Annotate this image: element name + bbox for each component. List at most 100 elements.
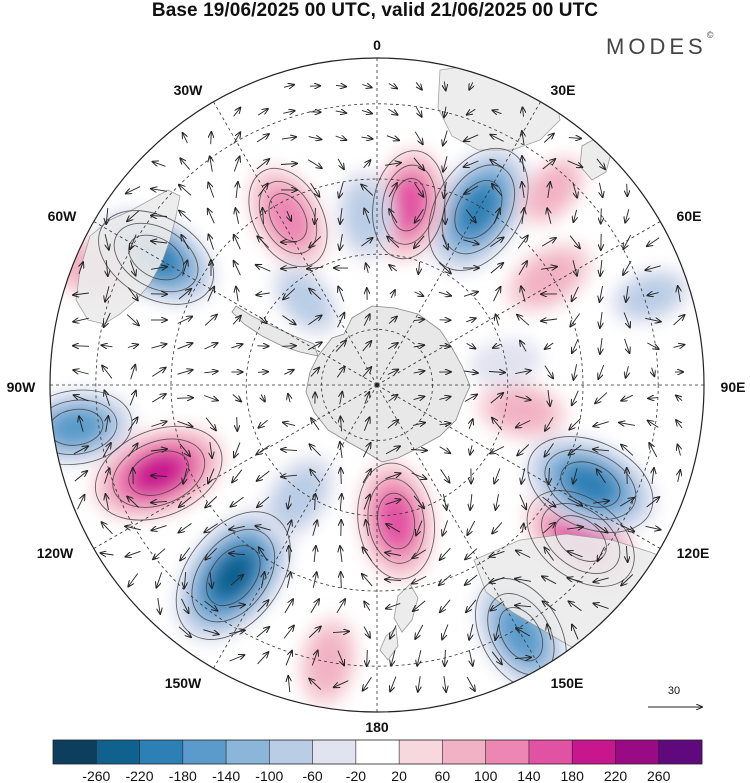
wind-arrow	[414, 183, 424, 196]
meridian-line	[93, 384, 378, 549]
wind-arrow	[523, 107, 524, 117]
wind-arrow	[363, 314, 370, 326]
colorbar-swatch	[572, 740, 616, 764]
colorbar-tick-label: 180	[561, 768, 585, 783]
wind-arrow	[413, 495, 424, 508]
africa-landmass	[437, 63, 561, 151]
wind-arrow	[645, 265, 661, 270]
wind-arrow	[572, 286, 579, 301]
wind-arrow	[229, 526, 245, 529]
wind-arrow	[286, 520, 292, 536]
wind-arrow	[284, 370, 293, 375]
wind-arrow	[439, 574, 452, 585]
wind-arrow	[440, 547, 451, 560]
wind-arrow	[385, 163, 401, 166]
wind-arrow	[568, 551, 583, 558]
wind-arrow	[105, 286, 110, 301]
wind-arrow	[411, 450, 427, 451]
wind-arrow	[521, 286, 526, 302]
wind-arrow	[619, 498, 634, 507]
wind-arrow	[491, 601, 504, 610]
wind-arrow	[444, 81, 445, 91]
wind-arrow	[673, 345, 685, 348]
wind-arrow	[151, 501, 168, 502]
meridian-line	[213, 384, 378, 669]
wind-arrow	[520, 341, 527, 352]
wind-arrow	[619, 423, 635, 426]
wind-arrow	[465, 574, 478, 585]
label-lon-180: 180	[365, 719, 389, 735]
anomaly-level	[213, 553, 253, 598]
wind-arrow	[491, 651, 502, 665]
meridian-line	[376, 384, 661, 549]
streamline-contour	[541, 503, 621, 574]
wind-arrow	[646, 497, 660, 508]
colorbar-tick-label: -180	[169, 768, 197, 783]
latitude-circle	[245, 253, 509, 517]
wind-arrow	[444, 182, 447, 198]
wind-arrow	[338, 287, 345, 302]
wind-arrow	[310, 599, 319, 614]
wind-arrow	[233, 108, 241, 117]
wind-arrow	[364, 602, 371, 611]
wind-arrow	[626, 286, 628, 302]
wind-arrow	[599, 182, 602, 197]
wind-arrow	[102, 522, 113, 535]
wind-arrow	[414, 131, 423, 145]
wind-arrow	[445, 649, 446, 666]
wind-arrow	[544, 365, 553, 379]
wind-arrow	[541, 238, 556, 247]
wind-arrow	[179, 211, 192, 222]
wind-arrow	[545, 342, 554, 349]
wind-arrow	[496, 494, 499, 510]
wind-arrow	[542, 523, 555, 534]
wind-arrow	[307, 342, 322, 351]
wind-arrow	[128, 444, 137, 457]
wind-arrow	[126, 186, 141, 194]
pole-marker	[375, 383, 379, 387]
colorbar-frame	[52, 739, 703, 765]
wind-arrow	[211, 132, 212, 145]
wind-arrow	[79, 416, 84, 432]
wind-arrow	[310, 470, 321, 483]
label-lon-90e: 90E	[721, 379, 746, 395]
wind-arrow	[440, 599, 451, 612]
wind-arrow	[647, 293, 659, 296]
label-lon-150e: 150E	[551, 675, 584, 691]
wind-arrow	[229, 553, 246, 554]
wind-arrow	[385, 446, 400, 455]
wind-arrow	[367, 649, 368, 666]
wind-arrow	[389, 209, 398, 224]
wind-arrow	[234, 442, 241, 458]
wind-arrow	[593, 577, 609, 582]
wind-arrow	[515, 370, 531, 373]
wind-arrow	[469, 624, 473, 640]
wind-arrow	[593, 501, 609, 503]
wind-arrow	[649, 443, 658, 458]
wind-arrow	[208, 183, 215, 198]
wind-arrow	[567, 497, 582, 505]
colorbar-swatch	[96, 740, 140, 764]
wind-arrow	[100, 553, 114, 555]
wind-arrow	[418, 676, 420, 692]
label-lon-60e: 60E	[677, 208, 702, 224]
wind-arrow	[418, 261, 419, 274]
wind-arrow	[281, 137, 296, 139]
wind-arrow	[183, 133, 188, 144]
wind-arrow	[517, 236, 528, 249]
wind-arrow	[547, 624, 552, 640]
wind-arrow	[362, 574, 373, 587]
wind-arrow	[312, 520, 317, 536]
wind-arrow	[598, 546, 605, 561]
wind-arrow	[130, 365, 136, 380]
colorbar-tick-label: 220	[604, 768, 628, 783]
wind-arrow	[180, 158, 191, 170]
wind-arrow	[621, 574, 634, 586]
wind-arrow	[593, 449, 610, 451]
wind-arrow	[233, 157, 239, 172]
streamline-contour	[381, 164, 436, 245]
wind-arrow	[256, 134, 269, 143]
wind-arrow	[545, 416, 554, 431]
wind-arrow	[229, 655, 245, 662]
wind-arrow	[102, 443, 111, 458]
